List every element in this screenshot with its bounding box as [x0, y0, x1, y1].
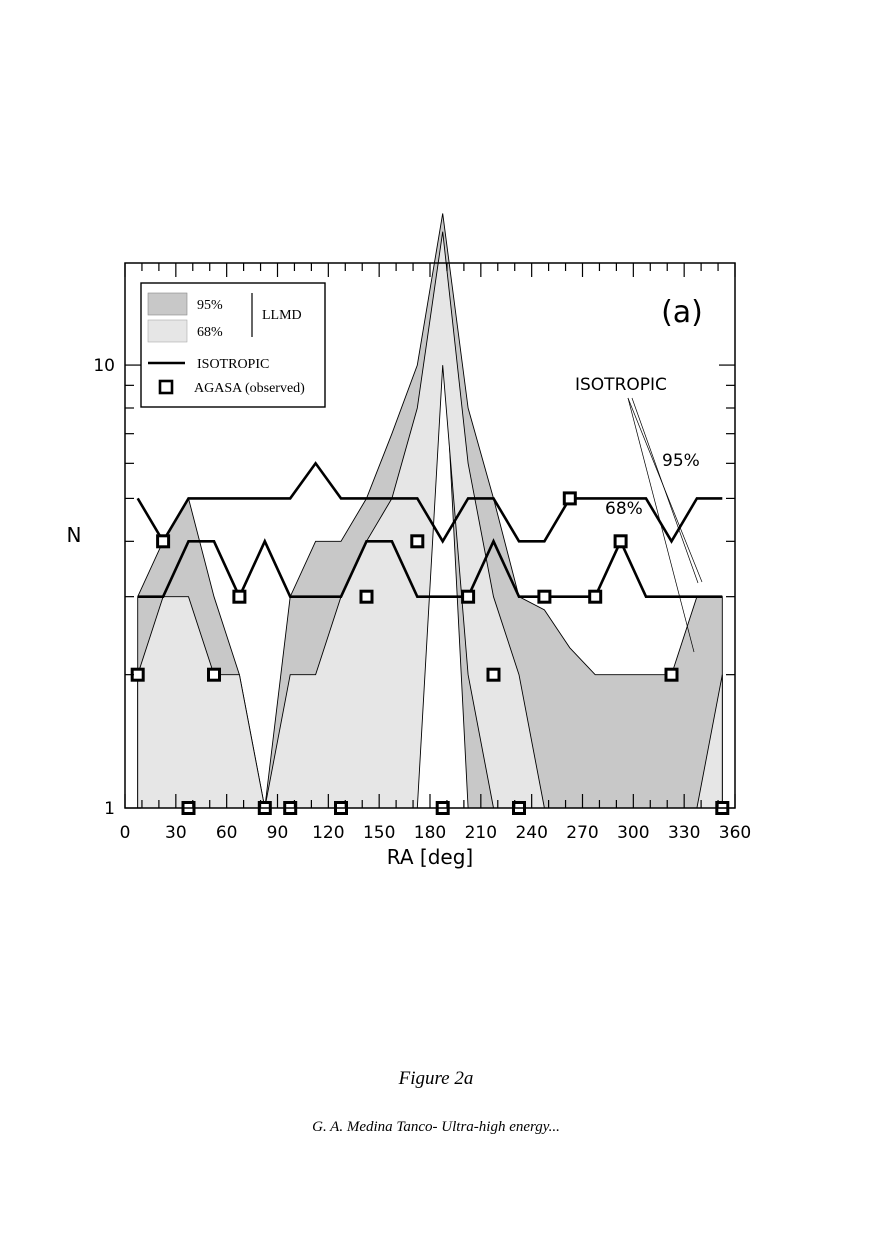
agasa-point: [562, 491, 577, 506]
x-tick-label: 270: [566, 823, 598, 843]
isotropic-68-line: [137, 538, 723, 600]
x-tick-label: 120: [312, 823, 344, 843]
agasa-point: [232, 589, 247, 604]
agasa-point: [588, 589, 603, 604]
x-tick-label: 60: [216, 823, 238, 843]
agasa-point: [613, 534, 628, 549]
x-tick-labels: 0 30 60 90 120 150 180 210 240 270 300 330 360: [120, 823, 752, 843]
pointer-68: [627, 397, 695, 653]
annotation-95: 95%: [662, 451, 700, 471]
legend-swatch-68: [147, 319, 188, 343]
agasa-point: [359, 589, 374, 604]
x-tick-label: 300: [617, 823, 649, 843]
legend: 95% 68% LLMD ISOTROPIC AGASA (observed): [140, 282, 326, 408]
x-tick-label: 30: [165, 823, 187, 843]
agasa-point: [156, 534, 171, 549]
legend-label-agasa: AGASA (observed): [194, 381, 305, 396]
x-tick-label: 210: [465, 823, 497, 843]
x-tick-label: 360: [719, 823, 751, 843]
x-tick-label: 90: [267, 823, 289, 843]
agasa-point: [486, 667, 501, 682]
y-tick-labels: 1 10: [93, 356, 115, 819]
annotation-isotropic: ISOTROPIC: [575, 375, 667, 395]
isotropic-95-line: [136, 461, 723, 544]
agasa-point: [461, 589, 476, 604]
legend-label-68: 68%: [197, 325, 223, 340]
isotropic-lines: [136, 461, 723, 600]
agasa-point: [664, 667, 679, 682]
x-tick-label: 330: [668, 823, 700, 843]
legend-label-95: 95%: [197, 298, 223, 313]
y-tick-label: 1: [104, 799, 115, 819]
annotation-68: 68%: [605, 499, 643, 519]
figure-credit: G. A. Medina Tanco- Ultra-high energy...: [312, 1119, 560, 1135]
axis-ticks: [124, 263, 736, 809]
x-tick-label: 0: [120, 823, 131, 843]
annotation-pointers: [627, 397, 703, 653]
y-axis-title: N: [67, 523, 82, 547]
agasa-point: [537, 589, 552, 604]
agasa-point: [207, 667, 221, 682]
x-tick-label: 150: [363, 823, 395, 843]
legend-marker-swatch: [158, 379, 174, 395]
figure-title: Figure 2a: [398, 1068, 474, 1089]
legend-label-isotropic: ISOTROPIC: [197, 357, 269, 372]
x-tick-label: 240: [515, 823, 547, 843]
x-axis-title: RA [deg]: [387, 845, 473, 869]
x-tick-label: 180: [414, 823, 446, 843]
agasa-point: [410, 534, 425, 549]
pointer-isotropic: [631, 397, 699, 584]
y-tick-label: 10: [93, 356, 115, 376]
panel-label: (a): [661, 295, 703, 330]
legend-swatch-95: [147, 292, 188, 316]
legend-group-label: LLMD: [262, 308, 302, 323]
